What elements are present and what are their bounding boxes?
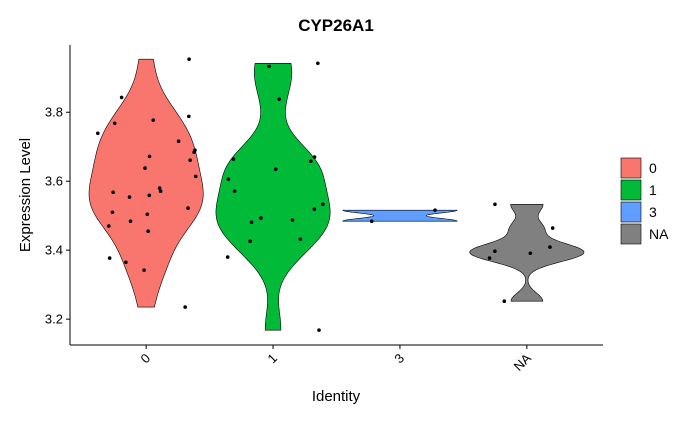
data-point — [187, 114, 191, 119]
legend-label: 1 — [649, 182, 657, 198]
data-point — [158, 189, 163, 194]
data-point — [231, 157, 236, 161]
data-point — [107, 256, 112, 260]
data-point — [127, 195, 132, 199]
violin — [342, 209, 458, 222]
y-tick-label: 3.2 — [45, 312, 63, 327]
legend-swatch — [620, 201, 642, 223]
data-point — [145, 212, 150, 217]
data-point — [550, 226, 555, 230]
legend-swatch — [620, 179, 642, 201]
data-point — [316, 61, 320, 66]
data-point — [548, 245, 552, 249]
data-point — [110, 210, 115, 215]
x-tick-label: NA — [511, 350, 535, 374]
data-point — [493, 249, 497, 254]
x-tick-label: 1 — [264, 351, 280, 367]
violin — [88, 58, 204, 308]
data-point — [232, 189, 237, 194]
data-point — [146, 229, 150, 234]
x-tick-label: 3 — [391, 351, 407, 367]
data-point — [112, 121, 117, 126]
data-point — [96, 131, 100, 136]
legend-label: NA — [649, 226, 669, 242]
data-point — [502, 299, 507, 304]
data-point — [186, 206, 190, 210]
data-point — [487, 256, 492, 260]
data-point — [183, 305, 187, 309]
data-point — [147, 193, 152, 198]
data-point — [298, 237, 303, 241]
chart-title: CYP26A1 — [298, 16, 374, 35]
data-point — [124, 260, 128, 265]
legend-label: 0 — [649, 160, 657, 176]
data-point — [277, 97, 282, 101]
data-point — [259, 216, 263, 220]
data-point — [193, 174, 198, 179]
data-point — [143, 166, 147, 170]
data-point — [369, 219, 374, 224]
data-point — [151, 118, 156, 122]
data-point — [433, 208, 437, 212]
data-point — [226, 177, 231, 181]
data-point — [312, 207, 317, 211]
legend-label: 3 — [649, 204, 657, 220]
violin — [215, 62, 331, 331]
violin — [469, 204, 585, 302]
data-point — [493, 202, 497, 207]
data-point — [290, 218, 295, 222]
legend-swatch — [620, 223, 642, 245]
data-point — [528, 251, 533, 256]
data-point — [225, 255, 230, 259]
y-axis-label: Expression Level — [17, 138, 34, 252]
data-point — [188, 158, 192, 162]
x-tick-label: 0 — [138, 351, 154, 367]
y-tick-label: 3.6 — [45, 174, 63, 189]
y-tick-label: 3.4 — [45, 243, 63, 258]
legend-swatch — [620, 157, 642, 179]
data-point — [106, 224, 111, 228]
data-point — [249, 220, 254, 225]
data-point — [273, 167, 278, 171]
data-point — [317, 328, 321, 332]
data-point — [157, 186, 162, 190]
x-axis-label: Identity — [312, 388, 361, 405]
data-point — [312, 155, 317, 159]
data-point — [128, 219, 133, 224]
data-point — [187, 57, 191, 61]
y-tick-label: 3.8 — [45, 105, 63, 120]
data-point — [142, 268, 146, 272]
data-point — [176, 139, 181, 144]
data-point — [147, 154, 152, 159]
data-point — [267, 64, 271, 69]
data-point — [309, 159, 313, 164]
data-point — [192, 150, 196, 155]
data-point — [119, 95, 124, 100]
data-point — [321, 202, 325, 207]
data-point — [111, 190, 115, 195]
data-point — [248, 239, 252, 244]
